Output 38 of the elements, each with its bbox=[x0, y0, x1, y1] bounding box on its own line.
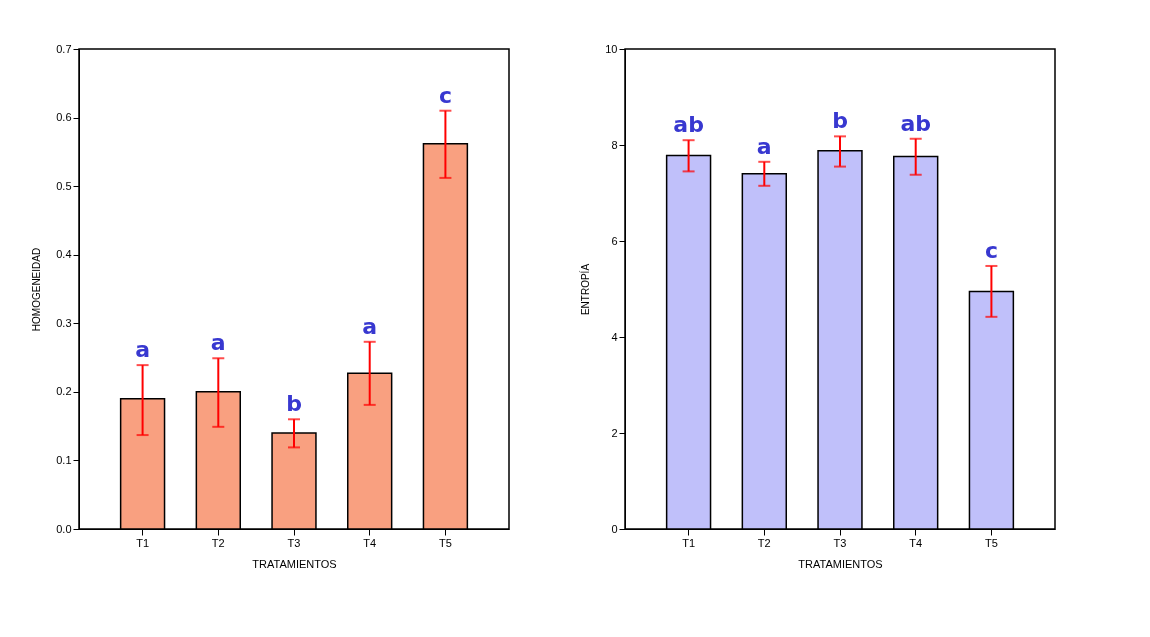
x-tick-label: T3 bbox=[287, 536, 301, 549]
x-tick-label: T1 bbox=[682, 536, 696, 549]
y-tick-label: 0.1 bbox=[56, 453, 72, 466]
y-tick-label: 0.3 bbox=[56, 316, 72, 329]
y-tick-label: 10 bbox=[605, 42, 618, 55]
y-tick-label: 8 bbox=[611, 138, 618, 151]
annotation: a bbox=[210, 330, 226, 356]
y-axis-title: ENTROPÍA bbox=[579, 263, 592, 316]
y-tick-label: 0.5 bbox=[56, 179, 72, 192]
y-tick-label: 0.6 bbox=[56, 111, 72, 124]
x-tick-label: T4 bbox=[909, 536, 923, 549]
y-tick-label: 0.0 bbox=[56, 522, 72, 535]
annotation: b bbox=[832, 108, 848, 134]
annotation: c bbox=[984, 237, 998, 263]
y-axis-title: HOMOGENEIDAD bbox=[31, 247, 43, 332]
annotation: ab bbox=[900, 110, 931, 136]
y-tick-label: 2 bbox=[611, 426, 618, 439]
x-tick-label: T2 bbox=[211, 536, 225, 549]
y-tick-label: 4 bbox=[611, 330, 618, 343]
y-tick-label: 0.2 bbox=[56, 385, 72, 398]
annotation: a bbox=[135, 337, 151, 363]
annotation: b bbox=[286, 391, 302, 417]
y-tick-label: 6 bbox=[611, 234, 618, 247]
annotation: c bbox=[438, 82, 452, 108]
x-axis-title: TRATAMIENTOS bbox=[798, 557, 883, 570]
annotation: a bbox=[756, 133, 772, 159]
x-tick-label: T3 bbox=[833, 536, 847, 549]
annotation: ab bbox=[673, 112, 704, 138]
x-tick-label: T5 bbox=[438, 536, 452, 549]
y-tick-label: 0 bbox=[611, 522, 618, 535]
y-tick-label: 0.4 bbox=[56, 248, 72, 261]
x-tick-label: T2 bbox=[757, 536, 771, 549]
y-tick-label: 0.7 bbox=[56, 42, 72, 55]
x-tick-label: T1 bbox=[136, 536, 150, 549]
x-tick-label: T4 bbox=[363, 536, 377, 549]
annotation: a bbox=[362, 313, 378, 339]
x-tick-label: T5 bbox=[984, 536, 998, 549]
x-axis-title: TRATAMIENTOS bbox=[252, 557, 337, 570]
